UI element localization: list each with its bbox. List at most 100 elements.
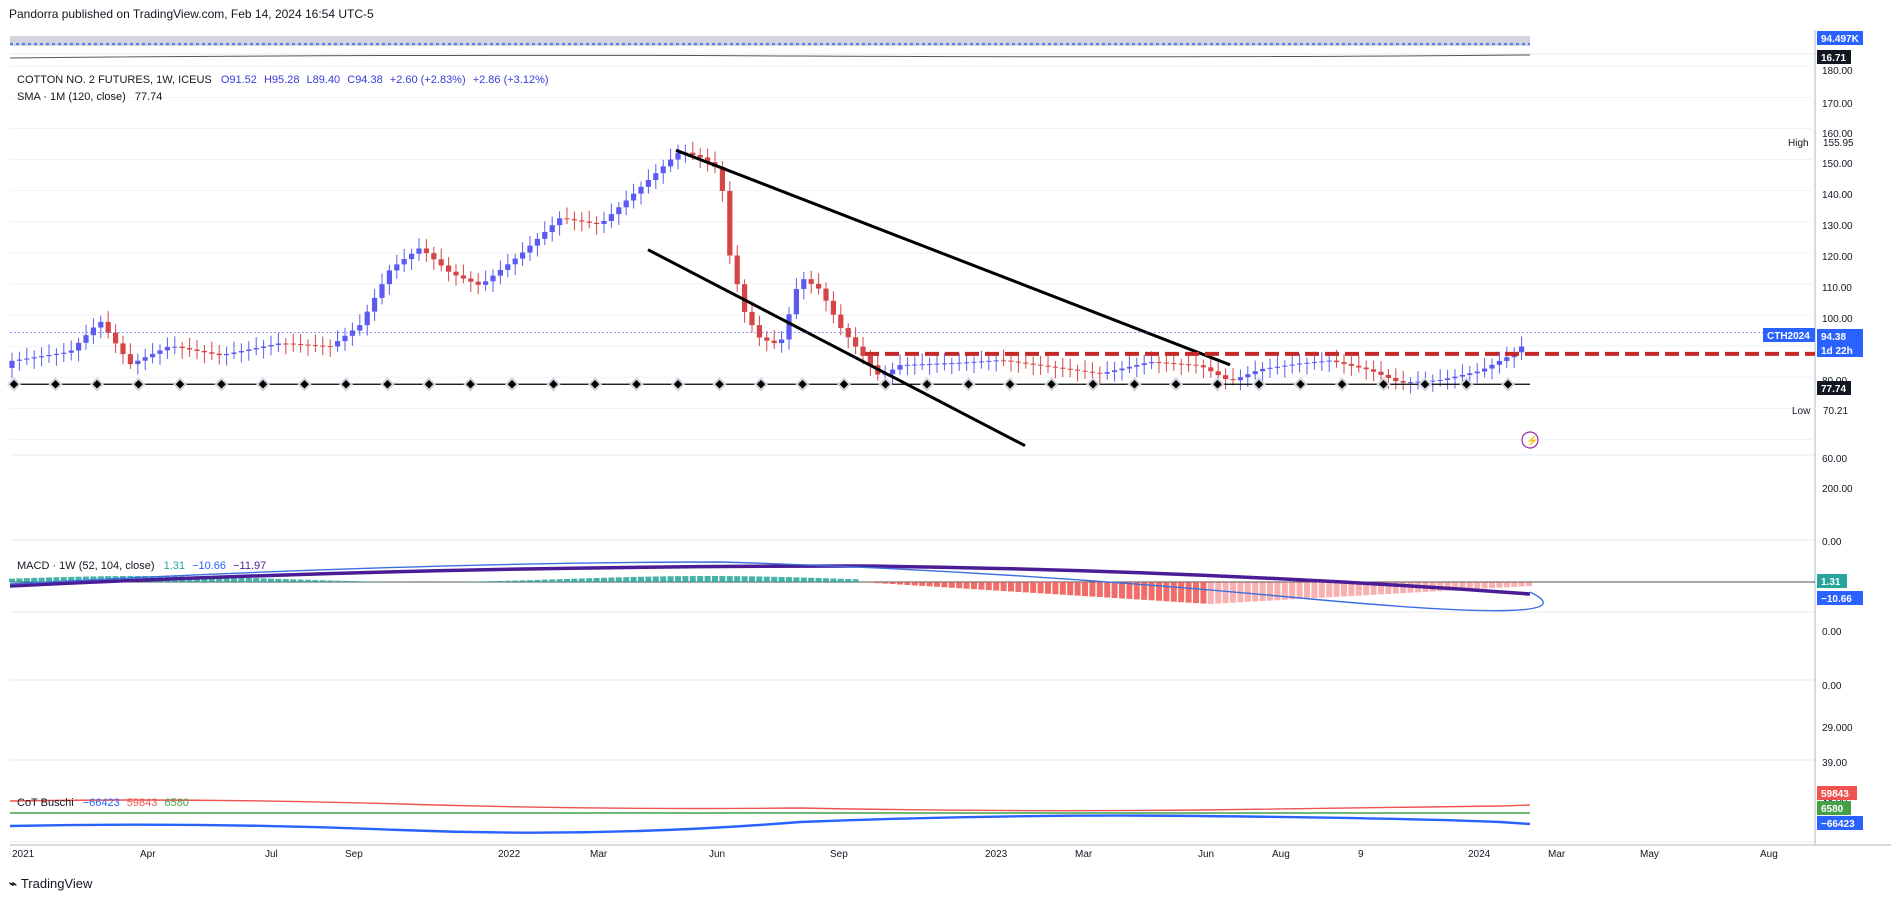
candle-body — [349, 330, 355, 336]
macd-histogram-bar — [1526, 582, 1532, 587]
alert-bolt-glyph: ⚡ — [1526, 434, 1538, 447]
candle-body — [808, 279, 814, 284]
candle-body — [949, 363, 955, 365]
candle-body — [594, 222, 600, 225]
candle-body — [616, 207, 622, 215]
cot-label[interactable]: CoT Buschi — [17, 797, 74, 809]
badge-countdown: 1d 22h — [1821, 346, 1853, 357]
candle-body — [39, 356, 45, 358]
sma-label[interactable]: SMA · 1M (120, close) — [17, 91, 126, 103]
candle-body — [1119, 368, 1125, 371]
footer-brand[interactable]: ⌁ TradingView — [9, 876, 92, 892]
sma-marker — [590, 380, 600, 389]
macd-histogram-bar — [867, 582, 874, 583]
macd-histogram-bar — [1059, 582, 1066, 595]
candle-body — [542, 231, 548, 239]
candle-body — [409, 253, 415, 260]
badge-cot-2: 6580 — [1821, 804, 1844, 815]
sma-marker — [922, 380, 932, 389]
macd-histogram-bar — [941, 582, 948, 588]
macd-histogram-bar — [1518, 582, 1525, 587]
candle-body — [816, 283, 822, 289]
macd-histogram-bar — [68, 576, 75, 582]
macd-histogram-bar — [578, 578, 585, 582]
candle-body — [645, 180, 651, 187]
price-axis-tick: 170.00 — [1822, 99, 1853, 110]
candle-body — [1252, 371, 1258, 375]
candle-body — [438, 259, 444, 266]
candle-body — [1052, 366, 1058, 368]
macd-histogram-bar — [120, 576, 126, 582]
candle-body — [801, 279, 807, 290]
macd-histogram-bar — [1111, 582, 1118, 599]
candle-body — [904, 364, 910, 366]
macd-value-3: −11.97 — [233, 560, 267, 572]
candle-body — [941, 363, 947, 365]
macd-histogram-bar — [1141, 582, 1148, 600]
macd-histogram-bar — [527, 580, 533, 582]
candle-body — [1156, 362, 1162, 364]
macd-histogram-bar — [897, 582, 903, 585]
candle-body — [1178, 363, 1184, 365]
macd-histogram-bar — [1355, 582, 1362, 596]
candle-body — [1186, 364, 1192, 366]
badge-last-price-bg — [1817, 329, 1863, 343]
candle-body — [690, 152, 696, 156]
macd-histogram-bar — [1452, 582, 1458, 591]
candle-body — [505, 264, 511, 270]
candle-body — [919, 364, 925, 366]
candle-body — [357, 325, 363, 331]
macd-histogram-bar — [1304, 582, 1310, 599]
symbol-name[interactable]: COTTON NO. 2 FUTURES, 1W, ICEUS — [17, 74, 212, 86]
candle-body — [579, 220, 585, 222]
badge-volume2: 16.71 — [1821, 53, 1846, 64]
candle-body — [1097, 372, 1103, 374]
candle-body — [520, 252, 526, 259]
macd-histogram-bar — [1015, 582, 1022, 592]
candle-body — [638, 186, 644, 194]
sma-marker — [839, 380, 849, 389]
candle-body — [1378, 371, 1384, 375]
time-axis-tick: 9 — [1358, 849, 1364, 860]
macd-legend: MACD · 1W (52, 104, close) 1.31 −10.66 −… — [17, 560, 266, 572]
macd-histogram-bar — [556, 579, 563, 582]
macd-histogram-bar — [623, 577, 630, 582]
badge-cot-1: 59843 — [1821, 789, 1849, 800]
candle-body — [549, 225, 555, 232]
macd-histogram-bar — [1030, 582, 1037, 593]
macd-histogram-bar — [519, 580, 526, 582]
candle-body — [631, 193, 637, 201]
macd-histogram-bar — [356, 581, 363, 582]
candle-body — [335, 341, 341, 347]
macd-histogram-bar — [1104, 582, 1111, 598]
candle-body — [24, 358, 30, 360]
macd-histogram-bar — [756, 576, 763, 582]
candle-body — [446, 265, 452, 272]
candle-body — [1371, 369, 1377, 372]
time-axis-tick: Jun — [709, 849, 725, 860]
price-axis-tick: 100.00 — [1822, 314, 1853, 325]
macd-histogram-bar — [327, 580, 334, 582]
macd-histogram-bar — [1074, 582, 1081, 596]
price-axis-tick: 160.00 — [1822, 129, 1853, 140]
macd-histogram-bar — [549, 579, 556, 582]
macd-histogram-bar — [697, 576, 704, 582]
candle-body — [719, 166, 725, 191]
macd-histogram-bar — [245, 577, 252, 582]
macd-histogram-bar — [741, 576, 748, 582]
macd-histogram-bar — [312, 580, 319, 582]
macd-label[interactable]: MACD · 1W (52, 104, close) — [17, 560, 155, 572]
badge-symbol-bg — [1763, 328, 1815, 342]
candle-body — [1385, 374, 1391, 378]
macd-histogram-bar — [1348, 582, 1355, 597]
candle-body — [386, 270, 392, 285]
macd-histogram-bar — [1363, 582, 1370, 596]
candle-body — [1075, 369, 1081, 371]
macd-histogram-bar — [638, 576, 644, 582]
sma-marker — [1254, 380, 1264, 389]
macd-histogram-bar — [1296, 582, 1303, 599]
candle-body — [830, 300, 836, 315]
sma-marker — [756, 380, 766, 389]
price-axis-tick: 39.00 — [1822, 758, 1847, 769]
